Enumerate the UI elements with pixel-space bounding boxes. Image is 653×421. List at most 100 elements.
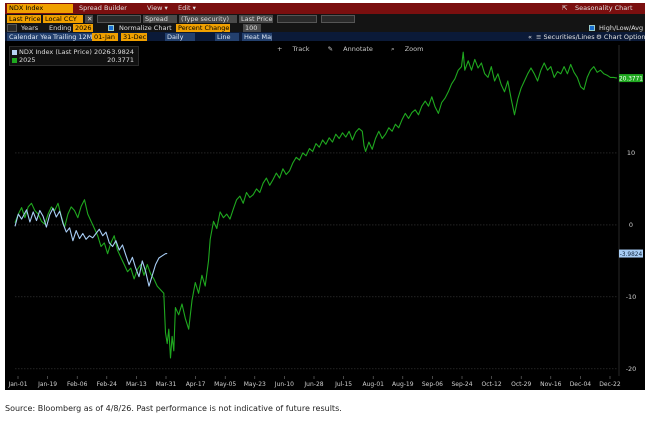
x-tick-label: Jan-19 — [37, 381, 57, 388]
x-axis-labels: Jan-01 Jan-19 Feb-06 Feb-24 Mar-13 Mar-31 Apr-… — [7, 376, 621, 388]
normalize-checkbox[interactable] — [108, 25, 114, 31]
empty-field-2[interactable] — [321, 15, 355, 23]
securities-lines-menu[interactable]: ≡ Securities/Lines — [534, 33, 597, 41]
x-tick-label: Aug-01 — [362, 381, 384, 388]
last-value-tag-2025: 20.3771 — [619, 74, 643, 82]
calendar-year-button[interactable]: Calendar Year — [7, 33, 57, 41]
heat-map-button[interactable]: Heat Map — [242, 33, 272, 41]
x-tick-label: Dec-04 — [570, 381, 592, 388]
legend-item-2025[interactable]: 2025 20.3771 — [12, 56, 136, 64]
spread-select[interactable]: Spread — [143, 15, 177, 23]
bloomberg-terminal-window: NDX Index Spread Builder View ▾ Edit ▾ ⇱… — [5, 3, 645, 390]
x-tick-label: Aug-19 — [392, 381, 414, 388]
x-tick-label: Mar-31 — [156, 381, 177, 388]
date-to-input[interactable]: 31-Dec — [121, 33, 147, 41]
chart-options-label: Chart Options — [603, 33, 645, 41]
annotate-tool[interactable]: ✎ Annotate — [328, 45, 381, 53]
field1-select[interactable]: Last Price — [7, 15, 41, 23]
seasonality-chart[interactable]: -20 -10 0 10 Jan-01 Jan-19 Feb-06 Feb-24 Mar-13… — [5, 41, 645, 390]
pencil-icon: ✎ — [327, 45, 334, 53]
legend-label-2026: NDX Index (Last Price) 2026 — [19, 48, 111, 56]
x-tick-label: Apr-17 — [186, 381, 206, 388]
tag-text: -3.9824 — [620, 252, 643, 258]
high-low-avg-checkbox[interactable] — [589, 25, 595, 31]
chart-title: Seasonality Chart — [575, 4, 633, 12]
collapse-icon[interactable]: « — [528, 33, 532, 41]
title-bar: NDX Index Spread Builder View ▾ Edit ▾ ⇱… — [5, 3, 645, 14]
ending-year-input[interactable]: 2026 — [73, 24, 93, 32]
crosshair-icon: + — [277, 45, 283, 53]
legend-value-2025: 20.3771 — [107, 56, 134, 64]
y-tick-label: -20 — [626, 365, 637, 373]
line-button[interactable]: Line — [215, 33, 239, 41]
x-tick-label: Jul-15 — [334, 381, 352, 388]
x-tick-label: Jun-10 — [274, 381, 294, 388]
legend-swatch-2026 — [12, 49, 17, 55]
currency-select[interactable]: Local CCY — [43, 15, 83, 23]
x-tick-label: Sep-24 — [451, 381, 472, 388]
years-count-input[interactable] — [7, 24, 17, 32]
securities-lines-label: Securities/Lines — [543, 33, 595, 41]
y-tick-label: 10 — [627, 149, 635, 157]
empty-field-1[interactable] — [277, 15, 317, 23]
ending-label: Ending — [49, 24, 72, 32]
edit-menu[interactable]: Edit ▾ — [178, 4, 196, 12]
high-low-avg-label: High/Low/Avg — [599, 24, 644, 32]
x-tick-label: Feb-24 — [97, 381, 118, 388]
grid-lines — [15, 45, 620, 376]
x-tick-label: Mar-13 — [126, 381, 147, 388]
zoom-tool[interactable]: ⌕ Zoom — [391, 45, 431, 53]
period-toolbar: Calendar Year Trailing 12M 01-Jan 31-Dec… — [5, 32, 645, 41]
options-toolbar: Years Ending 2026 Normalize Chart Percen… — [5, 23, 645, 32]
chart-tools: + Track ✎ Annotate ⌕ Zoom — [277, 45, 439, 54]
x-tick-label: Dec-22 — [599, 381, 621, 388]
legend-item-2026[interactable]: NDX Index (Last Price) 2026 -3.9824 — [12, 48, 136, 56]
normalize-label: Normalize Chart — [119, 24, 172, 32]
zoom-label: Zoom — [404, 45, 424, 53]
x-tick-label: Oct-29 — [511, 381, 531, 388]
frequency-select[interactable]: Daily — [165, 33, 195, 41]
source-note: Source: Bloomberg as of 4/8/26. Past per… — [5, 404, 342, 413]
series-line-2026 — [14, 207, 168, 287]
type-security-input[interactable]: (Type security) — [179, 15, 237, 23]
last-value-tags: 20.3771 -3.9824 — [619, 74, 643, 258]
track-label: Track — [292, 45, 310, 53]
chart-options-menu[interactable]: ⚙ Chart Options — [594, 33, 645, 41]
annotate-label: Annotate — [343, 45, 373, 53]
tag-background — [619, 74, 643, 83]
x-tick-label: Jan-01 — [7, 381, 27, 388]
normalize-mode-select[interactable]: Percent Change — [176, 24, 230, 32]
tag-background — [619, 249, 643, 258]
x-tick-label: May-05 — [214, 381, 236, 388]
x-tick-label: Jun-28 — [303, 381, 323, 388]
y-axis-labels: -20 -10 0 10 — [626, 149, 637, 373]
normalize-value-input[interactable]: 100 — [243, 24, 261, 32]
x-tick-label: May-23 — [244, 381, 266, 388]
legend-swatch-2025 — [12, 57, 17, 63]
chart-legend[interactable]: NDX Index (Last Price) 2026 -3.9824 2025… — [9, 46, 139, 66]
settings-icon: ≡ — [536, 33, 542, 41]
field2-select[interactable]: Last Price — [239, 15, 273, 23]
export-icon[interactable]: ⇱ — [562, 4, 568, 12]
last-value-tag-2026: -3.9824 — [619, 249, 643, 258]
x-tick-label: Feb-06 — [67, 381, 88, 388]
view-menu[interactable]: View ▾ — [147, 4, 168, 12]
legend-value-2026: -3.9824 — [108, 48, 134, 56]
y-tick-label: 0 — [629, 221, 633, 229]
gear-icon: ⚙ — [596, 33, 602, 41]
x-tick-label: Nov-16 — [540, 381, 562, 388]
date-from-input[interactable]: 01-Jan — [92, 33, 118, 41]
track-tool[interactable]: + Track — [277, 45, 318, 53]
security-ticker-field[interactable]: NDX Index — [7, 4, 73, 13]
tag-text: 20.3771 — [619, 76, 643, 82]
operator-select[interactable] — [97, 15, 141, 23]
magnifier-icon: ⌕ — [390, 45, 395, 53]
x-tick-label: Sep-06 — [422, 381, 443, 388]
y-tick-label: -10 — [626, 293, 637, 301]
spread-builder-tab[interactable]: Spread Builder — [79, 4, 127, 12]
series-line-2025 — [14, 51, 618, 359]
remove-icon[interactable]: ✕ — [85, 15, 93, 23]
series-lines — [14, 51, 618, 359]
x-tick-label: Oct-12 — [482, 381, 502, 388]
trailing-12m-button[interactable]: Trailing 12M — [51, 33, 95, 41]
